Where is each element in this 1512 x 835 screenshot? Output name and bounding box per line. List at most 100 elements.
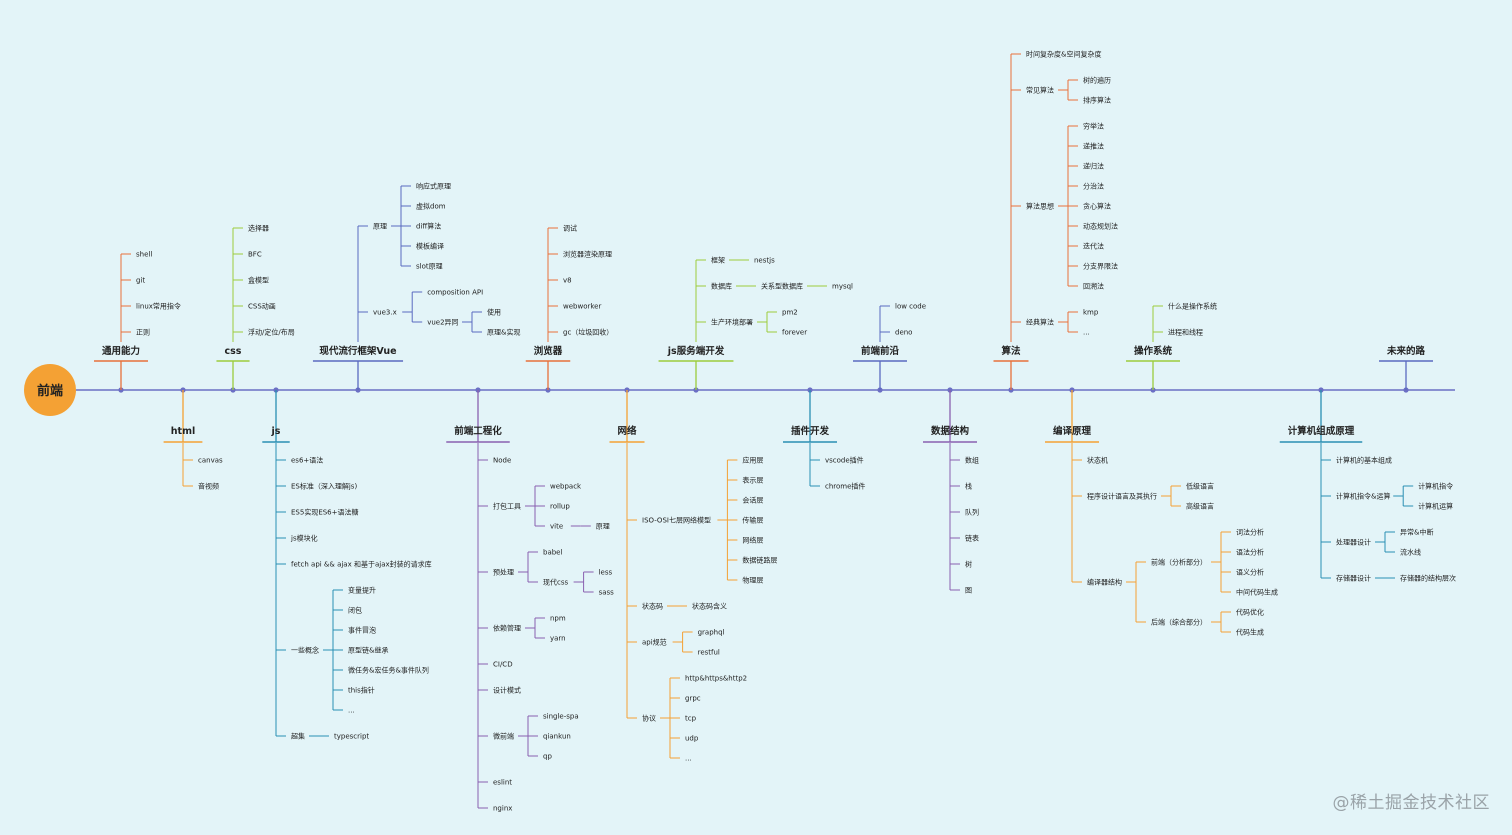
mindmap-node[interactable]: 事件冒泡 [348,626,376,635]
mindmap-node[interactable]: 计算机指令&运算 [1336,492,1390,501]
mindmap-node[interactable]: diff算法 [416,222,441,231]
mindmap-node[interactable]: deno [895,329,912,337]
mindmap-node[interactable]: 状态码 [642,602,663,611]
mindmap-node[interactable]: 计算机的基本组成 [1336,456,1392,465]
mindmap-node[interactable]: 虚拟dom [416,202,446,211]
mindmap-node[interactable]: 程序设计语言及其执行 [1087,492,1157,501]
mindmap-node[interactable]: ... [685,755,692,763]
mindmap-node[interactable]: 计算机指令 [1418,482,1453,491]
category-label[interactable]: 未来的路 [1386,345,1426,357]
mindmap-node[interactable]: 存储器的结构层次 [1400,574,1456,583]
mindmap-node[interactable]: 处理器设计 [1336,538,1371,547]
mindmap-node[interactable]: mysql [832,283,853,291]
mindmap-node[interactable]: 预处理 [493,568,514,577]
mindmap-node[interactable]: rollup [550,503,570,511]
mindmap-node[interactable]: 数组 [965,456,979,465]
category-label[interactable]: 现代流行框架Vue [319,345,396,357]
mindmap-node[interactable]: 传输层 [742,516,763,525]
mindmap-node[interactable]: 使用 [487,308,501,317]
mindmap-node[interactable]: slot原理 [416,263,443,271]
mindmap-node[interactable]: Node [493,457,511,465]
mindmap-node[interactable]: sass [599,589,615,597]
mindmap-node[interactable]: 词法分析 [1236,528,1264,537]
mindmap-node[interactable]: 打包工具 [493,502,521,511]
mindmap-node[interactable]: 原理 [596,523,610,531]
mindmap-node[interactable]: 现代css [543,578,568,587]
mindmap-node[interactable]: 音视频 [198,482,219,491]
mindmap-node[interactable]: 依赖管理 [493,624,521,633]
mindmap-node[interactable]: 贪心算法 [1083,202,1111,211]
mindmap-node[interactable]: http&https&http2 [685,675,747,683]
mindmap-node[interactable]: 闭包 [348,606,362,615]
category-label[interactable]: 算法 [1001,345,1021,357]
mindmap-node[interactable]: v8 [563,277,572,285]
mindmap-node[interactable]: 状态码含义 [692,602,727,611]
mindmap-node[interactable]: 微任务&宏任务&事件队列 [348,666,429,675]
mindmap-node[interactable]: 存储器设计 [1336,574,1371,583]
mindmap-node[interactable]: gc（垃圾回收） [563,328,613,337]
mindmap-node[interactable]: 编译器结构 [1087,578,1122,587]
mindmap-node[interactable]: 迭代法 [1083,242,1104,251]
mindmap-node[interactable]: 原型链&继承 [348,646,388,655]
category-label[interactable]: 插件开发 [791,425,830,437]
mindmap-node[interactable]: typescript [334,733,369,741]
mindmap-node[interactable]: 设计模式 [493,686,521,695]
mindmap-node[interactable]: 代码优化 [1236,608,1264,617]
mindmap-node[interactable]: composition API [427,289,483,297]
mindmap-node[interactable]: 队列 [965,508,979,517]
mindmap-node[interactable]: graphql [698,629,725,637]
mindmap-node[interactable]: pm2 [782,309,798,317]
mindmap-node[interactable]: webworker [563,303,601,311]
mindmap-node[interactable]: 原理&实现 [487,328,520,337]
mindmap-node[interactable]: webpack [550,483,582,491]
mindmap-node[interactable]: 时间复杂度&空间复杂度 [1026,50,1101,59]
mindmap-node[interactable]: 框架 [711,256,725,265]
mindmap-node[interactable]: api规范 [642,638,667,647]
mindmap-node[interactable]: ES标准（深入理解js) [291,482,357,491]
mindmap-node[interactable]: 网络层 [742,536,763,545]
mindmap-node[interactable]: chrome插件 [825,482,865,491]
category-label[interactable]: 前端工程化 [454,425,502,437]
mindmap-node[interactable]: 数据库 [711,282,732,291]
mindmap-node[interactable]: 树的遍历 [1083,76,1111,85]
mindmap-node[interactable]: 原理 [373,223,387,231]
mindmap-node[interactable]: 分治法 [1083,182,1104,191]
mindmap-node[interactable]: udp [685,735,699,743]
mindmap-node[interactable]: forever [782,329,807,337]
mindmap-node[interactable]: 栈 [965,482,972,491]
mindmap-node[interactable]: 后端（综合部分） [1151,618,1207,627]
mindmap-node[interactable]: yarn [550,635,566,643]
mindmap-node[interactable]: 浏览器渲染原理 [563,250,612,259]
mindmap-node[interactable]: 表示层 [742,476,763,485]
mindmap-node[interactable]: 前端（分析部分） [1151,558,1207,567]
mindmap-node[interactable]: ISO-OSI七层网络模型 [642,516,711,525]
mindmap-node[interactable]: 状态机 [1087,456,1108,465]
mindmap-node[interactable]: restful [698,649,720,657]
mindmap-node[interactable]: low code [895,303,926,311]
mindmap-node[interactable]: git [136,277,145,285]
mindmap-node[interactable]: 低级语言 [1186,482,1214,491]
mindmap-node[interactable]: 盒模型 [248,276,269,285]
mindmap-node[interactable]: 递归法 [1083,162,1104,171]
mindmap-node[interactable]: vscode插件 [825,456,864,465]
category-label[interactable]: 通用能力 [102,345,140,357]
mindmap-node[interactable]: 应用层 [742,456,763,465]
mindmap-node[interactable]: single-spa [543,713,579,721]
category-label[interactable]: 数据结构 [930,425,970,437]
mindmap-node[interactable]: 排序算法 [1083,96,1111,105]
mindmap-node[interactable]: 浮动/定位/布局 [248,328,295,337]
category-label[interactable]: 前端前沿 [861,345,900,357]
mindmap-node[interactable]: canvas [198,457,223,465]
mindmap-node[interactable]: 超集 [291,732,305,741]
mindmap-node[interactable]: eslint [493,779,512,787]
category-label[interactable]: js服务端开发 [667,345,725,357]
mindmap-node[interactable]: 中间代码生成 [1236,588,1278,597]
mindmap-node[interactable]: 变量提升 [348,586,376,595]
mindmap-node[interactable]: 语义分析 [1236,568,1264,577]
mindmap-node[interactable]: 模板编译 [416,242,444,251]
mindmap-node[interactable]: es6+语法 [291,456,323,465]
mindmap-node[interactable]: ... [1083,329,1090,337]
category-label[interactable]: js [271,426,281,437]
mindmap-node[interactable]: this指针 [348,686,375,695]
mindmap-node[interactable]: 常见算法 [1026,86,1054,95]
